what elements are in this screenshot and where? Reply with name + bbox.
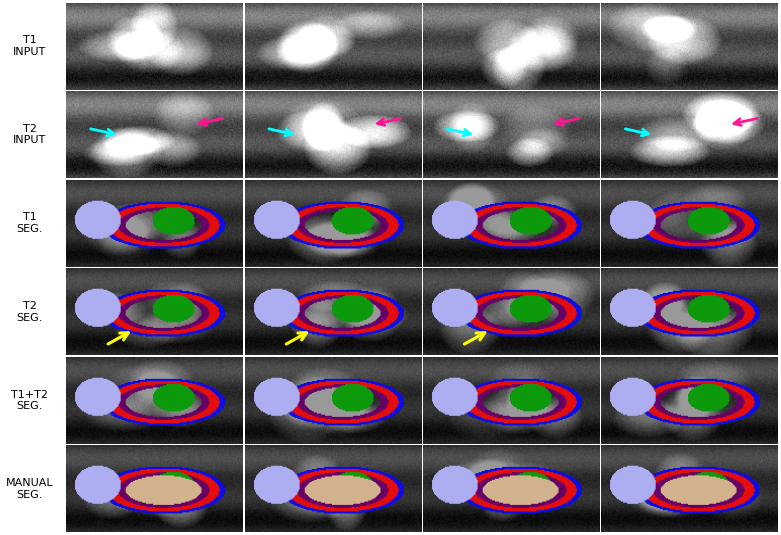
- Text: T2
SEG.: T2 SEG.: [16, 301, 43, 323]
- Text: T1
INPUT: T1 INPUT: [13, 35, 46, 57]
- Text: MANUAL
SEG.: MANUAL SEG.: [6, 478, 53, 500]
- Text: T1
SEG.: T1 SEG.: [16, 212, 43, 234]
- Text: T2
INPUT: T2 INPUT: [13, 124, 46, 146]
- Text: T1+T2
SEG.: T1+T2 SEG.: [11, 389, 48, 411]
